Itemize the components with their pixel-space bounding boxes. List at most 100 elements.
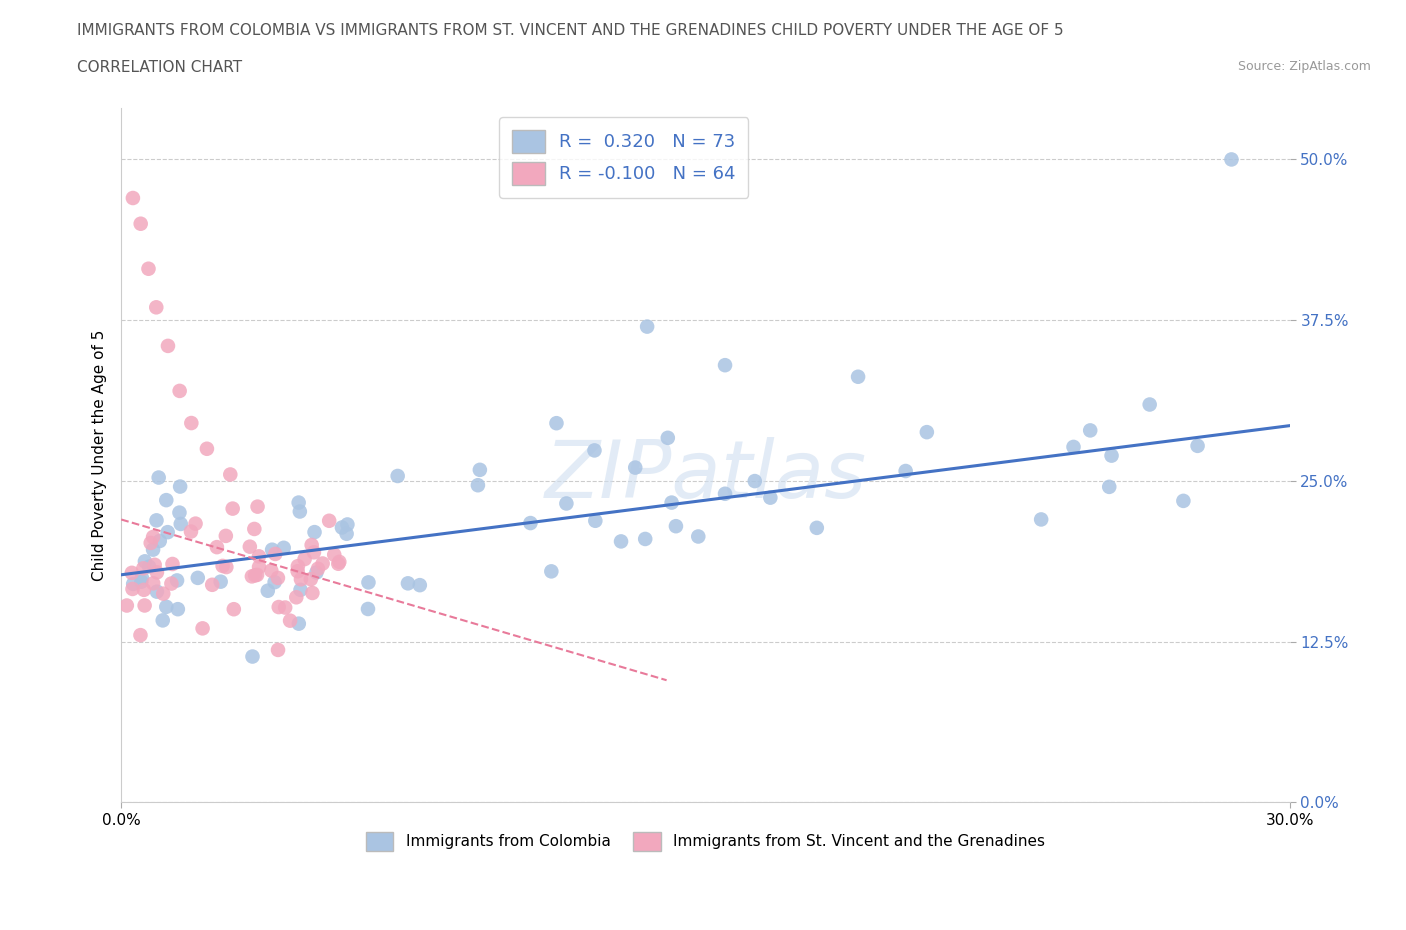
Point bbox=[242, 649, 264, 664]
Point bbox=[195, 442, 218, 457]
Y-axis label: Child Poverty Under the Age of 5: Child Poverty Under the Age of 5 bbox=[93, 329, 107, 581]
Text: Source: ZipAtlas.com: Source: ZipAtlas.com bbox=[1237, 60, 1371, 73]
Point bbox=[205, 539, 228, 554]
Point bbox=[243, 522, 266, 537]
Point bbox=[267, 643, 290, 658]
Point bbox=[396, 576, 419, 591]
Point bbox=[264, 547, 287, 562]
Point bbox=[170, 516, 193, 531]
Point bbox=[152, 613, 174, 628]
Point bbox=[467, 478, 489, 493]
Point bbox=[1031, 512, 1053, 527]
Point bbox=[246, 567, 269, 582]
Point bbox=[115, 598, 138, 613]
Point bbox=[142, 529, 165, 544]
Point bbox=[267, 570, 290, 585]
Point bbox=[152, 586, 174, 601]
Point bbox=[1078, 423, 1101, 438]
Point bbox=[1173, 494, 1195, 509]
Point bbox=[180, 416, 202, 431]
Point bbox=[302, 545, 325, 560]
Point bbox=[129, 628, 152, 643]
Point bbox=[610, 534, 633, 549]
Point bbox=[145, 513, 167, 528]
Point bbox=[219, 467, 242, 482]
Point bbox=[138, 261, 160, 276]
Point bbox=[148, 470, 170, 485]
Point bbox=[311, 556, 333, 571]
Point bbox=[714, 358, 737, 373]
Point bbox=[256, 583, 278, 598]
Point bbox=[134, 598, 156, 613]
Point bbox=[187, 570, 209, 585]
Point bbox=[305, 565, 328, 580]
Point bbox=[287, 564, 309, 578]
Point bbox=[287, 559, 309, 574]
Point bbox=[262, 542, 284, 557]
Point bbox=[636, 319, 658, 334]
Point bbox=[555, 496, 578, 511]
Point bbox=[121, 565, 143, 580]
Point bbox=[132, 582, 155, 597]
Point bbox=[387, 469, 409, 484]
Point bbox=[299, 572, 322, 587]
Point bbox=[323, 547, 346, 562]
Point bbox=[294, 551, 316, 566]
Point bbox=[166, 573, 188, 588]
Point bbox=[134, 554, 156, 569]
Point bbox=[215, 560, 238, 575]
Point bbox=[318, 513, 340, 528]
Point bbox=[290, 572, 312, 587]
Point bbox=[184, 516, 207, 531]
Point bbox=[744, 473, 766, 488]
Point bbox=[288, 617, 311, 631]
Point bbox=[915, 425, 938, 440]
Point bbox=[290, 582, 312, 597]
Point bbox=[121, 581, 143, 596]
Point bbox=[142, 542, 165, 557]
Point bbox=[222, 602, 245, 617]
Point bbox=[215, 528, 238, 543]
Point bbox=[468, 462, 491, 477]
Point bbox=[540, 564, 562, 578]
Point bbox=[162, 556, 184, 571]
Point bbox=[169, 383, 191, 398]
Point bbox=[714, 486, 737, 501]
Point bbox=[307, 562, 329, 577]
Point bbox=[301, 586, 323, 601]
Point bbox=[247, 560, 270, 575]
Point bbox=[278, 613, 301, 628]
Point bbox=[357, 602, 380, 617]
Point bbox=[336, 526, 359, 541]
Point bbox=[657, 431, 679, 445]
Point bbox=[132, 561, 155, 576]
Point bbox=[160, 576, 183, 591]
Text: ZIPatlas: ZIPatlas bbox=[544, 437, 866, 515]
Point bbox=[273, 540, 295, 555]
Text: IMMIGRANTS FROM COLOMBIA VS IMMIGRANTS FROM ST. VINCENT AND THE GRENADINES CHILD: IMMIGRANTS FROM COLOMBIA VS IMMIGRANTS F… bbox=[77, 23, 1064, 38]
Point bbox=[357, 575, 380, 590]
Point bbox=[583, 513, 606, 528]
Point bbox=[546, 416, 568, 431]
Point bbox=[1187, 438, 1209, 453]
Point bbox=[1098, 480, 1121, 495]
Point bbox=[759, 490, 782, 505]
Point bbox=[1220, 152, 1243, 166]
Point bbox=[336, 517, 359, 532]
Point bbox=[169, 505, 191, 520]
Point bbox=[155, 599, 177, 614]
Point bbox=[246, 499, 269, 514]
Point bbox=[1101, 448, 1123, 463]
Point bbox=[688, 529, 710, 544]
Point bbox=[260, 563, 283, 578]
Point bbox=[191, 621, 214, 636]
Point bbox=[239, 539, 262, 554]
Point bbox=[263, 575, 285, 590]
Point bbox=[166, 602, 188, 617]
Point bbox=[634, 532, 657, 547]
Point bbox=[624, 460, 647, 475]
Point bbox=[209, 574, 232, 589]
Legend: Immigrants from Colombia, Immigrants from St. Vincent and the Grenadines: Immigrants from Colombia, Immigrants fro… bbox=[360, 826, 1052, 857]
Point bbox=[409, 578, 432, 592]
Point bbox=[661, 495, 683, 510]
